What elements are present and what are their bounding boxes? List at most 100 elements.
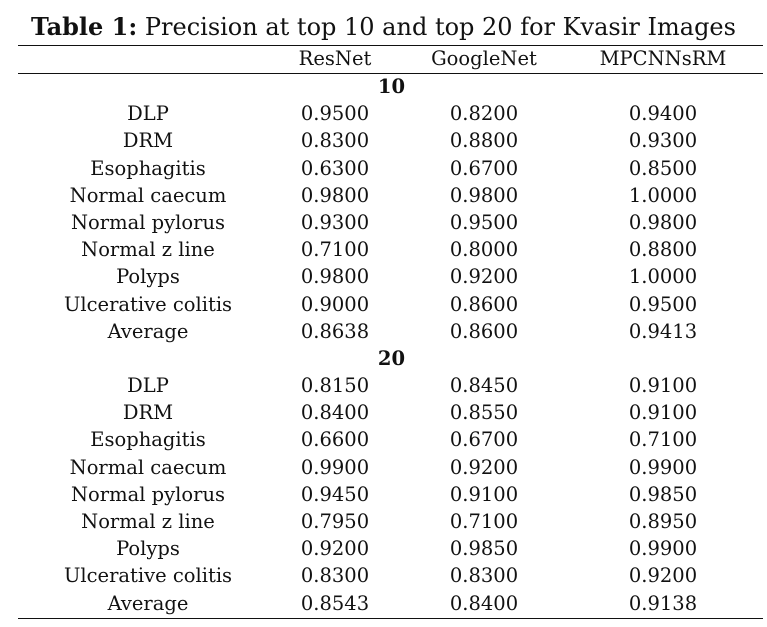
table-row: Normal pylorus 0.9300 0.9500 0.9800 [0,209,767,236]
googlenet-value: 0.8600 [449,319,519,343]
mpcnnsrm-value: 0.9138 [628,591,698,615]
googlenet-value: 0.6700 [449,156,519,180]
googlenet-value: 0.8450 [449,374,519,398]
table-row: Polyps 0.9800 0.9200 1.0000 [0,263,767,290]
table-row: Ulcerative colitis 0.8300 0.8300 0.9200 [0,562,767,589]
googlenet-value: 0.8600 [449,292,519,316]
resnet-value: 0.8300 [300,564,370,588]
resnet-value: 0.6600 [300,428,370,452]
mpcnnsrm-value: 0.9100 [628,401,698,425]
precision-table: ResNet GoogleNet MPCNNsRM 10 DLP 0.9500 … [0,45,767,617]
table-header-row: ResNet GoogleNet MPCNNsRM [0,45,767,73]
googlenet-value: 0.8550 [449,401,519,425]
googlenet-value: 0.8800 [449,129,519,153]
table-row: Normal z line 0.7100 0.8000 0.8800 [0,236,767,263]
table-row-average: Average 0.8543 0.8400 0.9138 [0,590,767,617]
bottom-rule [18,618,763,619]
table-row: Normal caecum 0.9800 0.9800 1.0000 [0,182,767,209]
row-label: Esophagitis [90,156,206,180]
row-label: Normal caecum [69,455,227,479]
header-rule [18,73,763,74]
resnet-value: 0.7950 [300,510,370,533]
googlenet-value: 0.8000 [449,238,519,262]
row-label: DLP [127,374,169,398]
resnet-value: 0.6300 [300,156,370,180]
group-heading-row: 20 [0,345,767,372]
group-title: 20 [377,346,406,370]
row-label: Normal pylorus [70,210,226,234]
googlenet-value: 0.8200 [449,102,519,126]
row-label: DRM [122,129,174,153]
row-label: Normal pylorus [70,482,226,506]
resnet-value: 0.9300 [300,210,370,234]
table-row: DRM 0.8400 0.8550 0.9100 [0,399,767,426]
column-header-googlenet: GoogleNet [431,47,537,70]
resnet-value: 0.8300 [300,129,370,153]
row-label: Polyps [116,537,180,561]
googlenet-value: 0.9500 [449,210,519,234]
resnet-value: 0.9450 [300,482,370,506]
table-row: DRM 0.8300 0.8800 0.9300 [0,127,767,154]
column-header-mpcnnsrm: MPCNNsRM [599,47,727,70]
mpcnnsrm-value: 0.8500 [628,156,698,180]
googlenet-value: 0.9850 [449,537,519,561]
mpcnnsrm-value: 0.9900 [628,455,698,479]
mpcnnsrm-value: 0.8800 [628,238,698,262]
row-label: Esophagitis [90,428,206,452]
mpcnnsrm-value: 0.9100 [628,374,698,398]
mpcnnsrm-value: 0.8950 [628,510,698,533]
resnet-value: 0.9900 [300,455,370,479]
googlenet-value: 0.9200 [449,265,519,289]
mpcnnsrm-value: 1.0000 [628,183,698,207]
mpcnnsrm-value: 0.9300 [628,129,698,153]
column-header-resnet: ResNet [298,47,372,70]
googlenet-value: 0.9100 [449,482,519,506]
table-row: Polyps 0.9200 0.9850 0.9900 [0,535,767,562]
table-row: DLP 0.9500 0.8200 0.9400 [0,100,767,127]
googlenet-value: 0.9200 [449,455,519,479]
table-row: Normal pylorus 0.9450 0.9100 0.9850 [0,481,767,508]
resnet-value: 0.9200 [300,537,370,561]
googlenet-value: 0.8400 [449,591,519,615]
table-row: Esophagitis 0.6600 0.6700 0.7100 [0,426,767,453]
row-label: Ulcerative colitis [63,292,233,316]
googlenet-value: 0.7100 [449,510,519,533]
mpcnnsrm-value: 1.0000 [628,265,698,289]
row-label: Normal caecum [69,183,227,207]
mpcnnsrm-value: 0.7100 [628,428,698,452]
resnet-value: 0.8638 [300,319,370,343]
top-rule [18,45,763,46]
mpcnnsrm-value: 0.9500 [628,292,698,316]
resnet-value: 0.9800 [300,183,370,207]
googlenet-value: 0.8300 [449,564,519,588]
resnet-value: 0.8543 [300,591,370,615]
table-row-average: Average 0.8638 0.8600 0.9413 [0,318,767,345]
group-title: 10 [377,75,406,98]
mpcnnsrm-value: 0.9413 [628,319,698,343]
caption-label: Table 1: [31,12,138,41]
group-heading-row: 10 [0,73,767,100]
resnet-value: 0.9500 [300,102,370,126]
table-row: Esophagitis 0.6300 0.6700 0.8500 [0,155,767,182]
resnet-value: 0.9800 [300,265,370,289]
table-row: Normal z line 0.7950 0.7100 0.8950 [0,508,767,535]
googlenet-value: 0.6700 [449,428,519,452]
table-caption: Table 1: Precision at top 10 and top 20 … [0,10,767,44]
row-label: DLP [127,102,169,126]
row-label: Normal z line [81,238,215,262]
row-label: Average [107,591,189,615]
mpcnnsrm-value: 0.9900 [628,537,698,561]
table-row: Ulcerative colitis 0.9000 0.8600 0.9500 [0,291,767,318]
table-row: Normal caecum 0.9900 0.9200 0.9900 [0,454,767,481]
resnet-value: 0.9000 [300,292,370,316]
row-label: Normal z line [81,510,215,533]
row-label: Average [107,319,189,343]
googlenet-value: 0.9800 [449,183,519,207]
mpcnnsrm-value: 0.9200 [628,564,698,588]
caption-text: Precision at top 10 and top 20 for Kvasi… [144,13,736,41]
table-row: DLP 0.8150 0.8450 0.9100 [0,372,767,399]
mpcnnsrm-value: 0.9850 [628,482,698,506]
row-label: Ulcerative colitis [63,564,233,588]
row-label: Polyps [116,265,180,289]
